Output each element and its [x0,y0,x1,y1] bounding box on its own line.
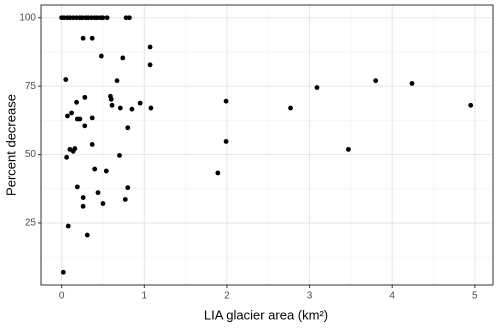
point [89,35,95,41]
point [61,15,67,21]
point [223,139,229,144]
x-tick-label: 3 [307,291,313,302]
point [92,166,98,172]
point [95,190,101,196]
point [345,146,351,152]
point [373,78,379,84]
point [122,197,128,202]
point [147,62,153,68]
point [80,195,86,200]
point [114,78,120,84]
y-tick-label: 100 [19,12,36,23]
plot-border [40,4,494,286]
point [82,123,88,129]
point [468,102,474,108]
point [80,35,86,41]
point [89,15,94,21]
y-tick-label: 25 [25,218,37,229]
x-axis-title: LIA glacier area (km²) [204,307,328,322]
point [79,15,85,21]
point [74,184,80,190]
point [70,15,76,21]
point [80,203,86,209]
x-tick-label: 0 [59,291,65,302]
point [69,110,74,116]
point [94,15,100,21]
point [100,15,106,21]
point [117,153,122,158]
point [103,168,109,174]
point [137,100,143,106]
point [288,105,293,111]
y-axis-title: Percent decrease [3,94,18,196]
point [125,125,131,131]
y-tick-label: 50 [25,149,37,160]
point [65,113,70,119]
point [70,148,76,154]
point [67,15,73,21]
point [64,154,70,160]
point [74,99,79,105]
point [120,55,126,61]
x-tick-label: 2 [224,291,230,302]
point [109,102,115,108]
point [215,170,221,176]
point [98,53,104,59]
point [148,105,154,111]
point [74,15,79,21]
point [129,106,135,112]
point [85,15,91,21]
point [82,94,88,100]
point [104,15,110,21]
point [409,81,415,86]
point [89,115,95,121]
y-tick-label: 75 [25,81,37,92]
point [117,105,123,111]
point [63,77,69,82]
point [65,223,71,229]
x-tick-label: 4 [389,291,395,302]
plot-background [41,5,493,285]
point [60,269,66,275]
point [127,15,132,21]
point [123,15,129,21]
point [125,185,131,191]
x-tick-label: 5 [472,291,478,302]
point [223,98,229,104]
point [314,85,320,90]
point [77,116,83,122]
x-tick-label: 1 [142,291,148,302]
point [100,201,106,206]
point [147,44,153,50]
point [89,142,95,147]
point [84,232,90,238]
point [108,96,114,102]
